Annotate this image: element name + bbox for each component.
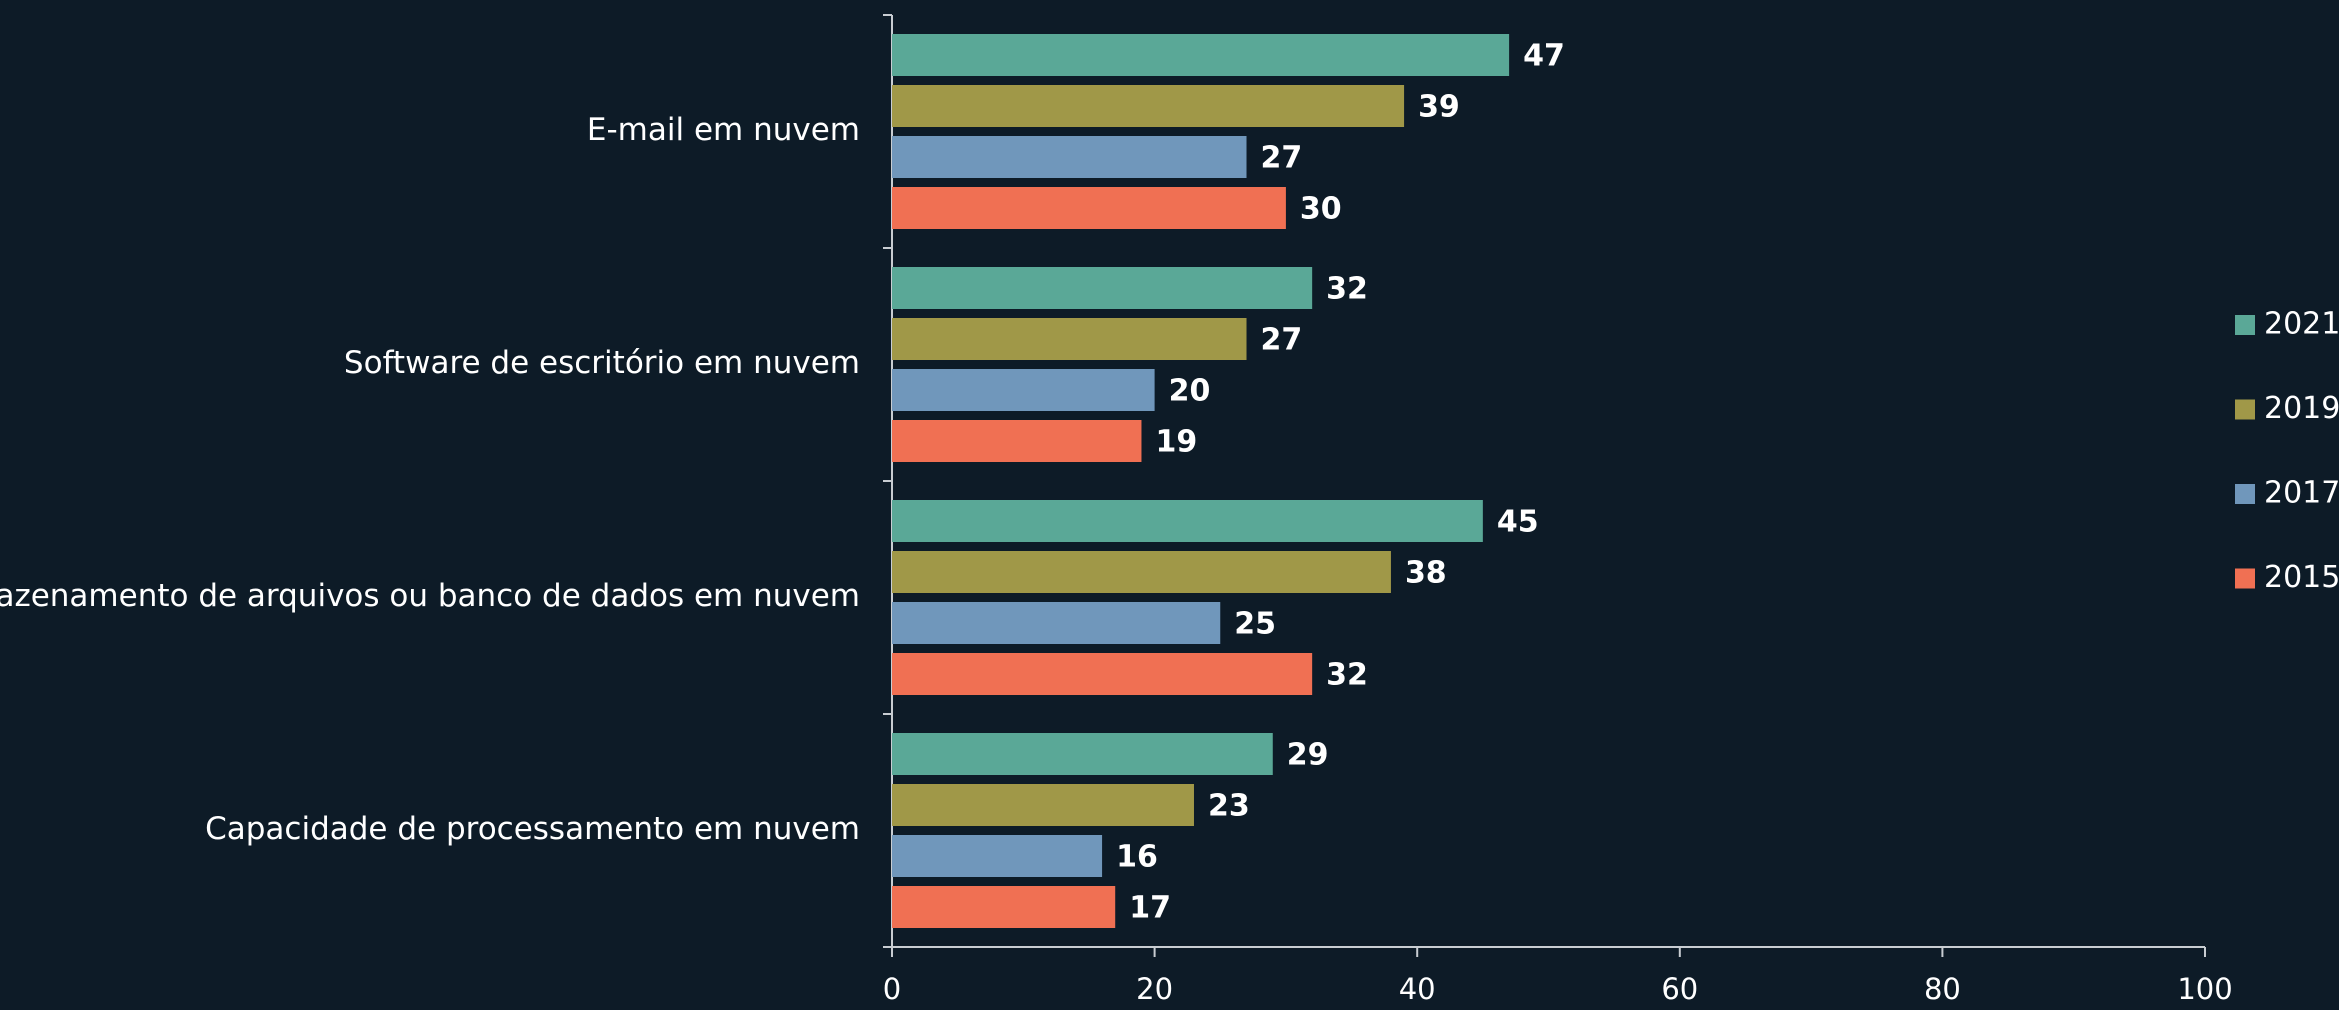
bar xyxy=(892,187,1286,229)
bar xyxy=(892,85,1405,127)
x-tick-label: 20 xyxy=(1136,972,1173,1006)
value-label: 38 xyxy=(1405,556,1447,591)
bar xyxy=(892,784,1194,826)
x-tick-label: 40 xyxy=(1399,972,1436,1006)
bar xyxy=(892,369,1155,411)
category-label: Software de escritório em nuvem xyxy=(344,345,860,381)
category-label: E-mail em nuvem xyxy=(587,112,860,148)
bar xyxy=(892,500,1483,542)
x-tick-label: 0 xyxy=(883,972,901,1006)
x-tick-label: 80 xyxy=(1924,972,1961,1006)
legend-label: 2017 xyxy=(2264,476,2339,511)
bar xyxy=(892,733,1273,775)
value-label: 32 xyxy=(1326,272,1368,307)
value-label: 30 xyxy=(1300,192,1342,227)
bar xyxy=(892,602,1221,644)
legend-swatch xyxy=(2235,399,2255,420)
value-label: 47 xyxy=(1523,39,1565,74)
bar xyxy=(892,34,1510,76)
x-tick-label: 100 xyxy=(2177,972,2232,1006)
x-tick-label: 60 xyxy=(1661,972,1698,1006)
value-label: 29 xyxy=(1287,738,1329,773)
legend-swatch xyxy=(2235,484,2255,504)
value-label: 32 xyxy=(1326,658,1368,693)
value-label: 23 xyxy=(1208,789,1250,824)
category-label: Armazenamento de arquivos ou banco de da… xyxy=(0,578,860,614)
value-label: 19 xyxy=(1155,425,1197,460)
bar xyxy=(892,551,1391,593)
bar xyxy=(892,835,1103,877)
value-label: 20 xyxy=(1169,374,1211,409)
legend-swatch xyxy=(2235,568,2255,589)
bar xyxy=(892,136,1247,178)
value-label: 27 xyxy=(1261,323,1303,358)
value-label: 45 xyxy=(1497,505,1539,540)
category-label: Capacidade de processamento em nuvem xyxy=(205,811,860,847)
legend-label: 2021 xyxy=(2264,307,2339,342)
bar xyxy=(892,653,1313,695)
legend-swatch xyxy=(2235,315,2255,335)
legend-label: 2015 xyxy=(2264,560,2339,595)
bar xyxy=(892,267,1313,309)
value-label: 16 xyxy=(1116,840,1158,875)
value-label: 25 xyxy=(1234,607,1276,642)
bar xyxy=(892,886,1116,928)
value-label: 39 xyxy=(1418,90,1460,125)
value-label: 27 xyxy=(1261,141,1303,176)
bar xyxy=(892,318,1247,360)
value-label: 17 xyxy=(1129,891,1171,926)
bar xyxy=(892,420,1142,462)
legend-label: 2019 xyxy=(2264,391,2339,426)
